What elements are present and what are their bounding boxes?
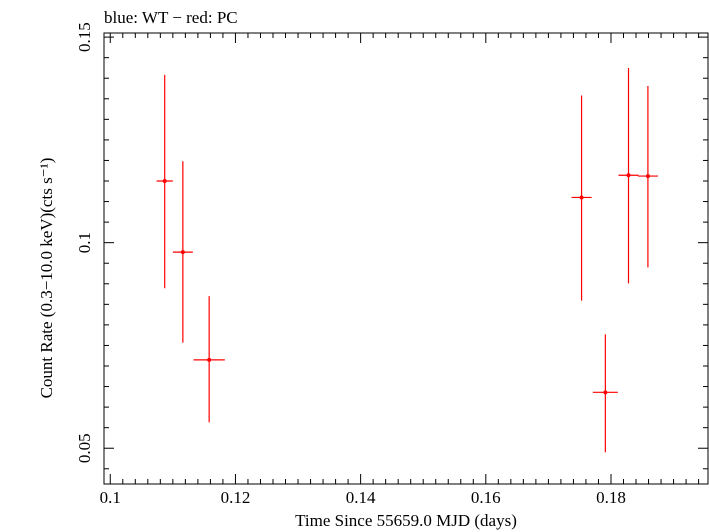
data-point-pc <box>637 86 658 268</box>
y-tick-label: 0.1 <box>75 232 94 253</box>
data-marker <box>603 390 608 395</box>
y-tick-label: 0.05 <box>75 433 94 463</box>
data-marker <box>579 195 584 200</box>
data-marker <box>162 179 167 184</box>
data-marker <box>645 174 650 179</box>
y-axis-ticks: 0.05 0.1 0.15 <box>75 22 708 470</box>
x-tick-label: 0.14 <box>346 488 376 507</box>
data-point-pc <box>592 334 618 453</box>
y-axis-label: Count Rate (0.3−10.0 keV)(cts s⁻¹) <box>37 158 56 399</box>
series-layer <box>156 67 658 453</box>
data-point-pc <box>156 74 173 289</box>
x-tick-label: 0.18 <box>596 488 626 507</box>
data-point-pc <box>571 95 592 301</box>
x-tick-label: 0.1 <box>100 488 121 507</box>
x-axis-ticks: 0.1 0.12 0.14 0.16 0.18 <box>100 33 700 507</box>
y-tick-label: 0.15 <box>75 22 94 52</box>
chart-title: blue: WT − red: PC <box>104 8 238 27</box>
data-marker <box>626 173 631 178</box>
data-marker <box>180 250 185 255</box>
data-point-pc <box>172 161 193 343</box>
data-point-pc <box>193 296 225 423</box>
data-marker <box>207 357 212 362</box>
plot-frame <box>103 32 709 485</box>
x-axis-label: Time Since 55659.0 MJD (days) <box>295 511 517 530</box>
x-tick-label: 0.16 <box>471 488 501 507</box>
x-tick-label: 0.12 <box>221 488 251 507</box>
data-point-pc <box>618 67 639 284</box>
